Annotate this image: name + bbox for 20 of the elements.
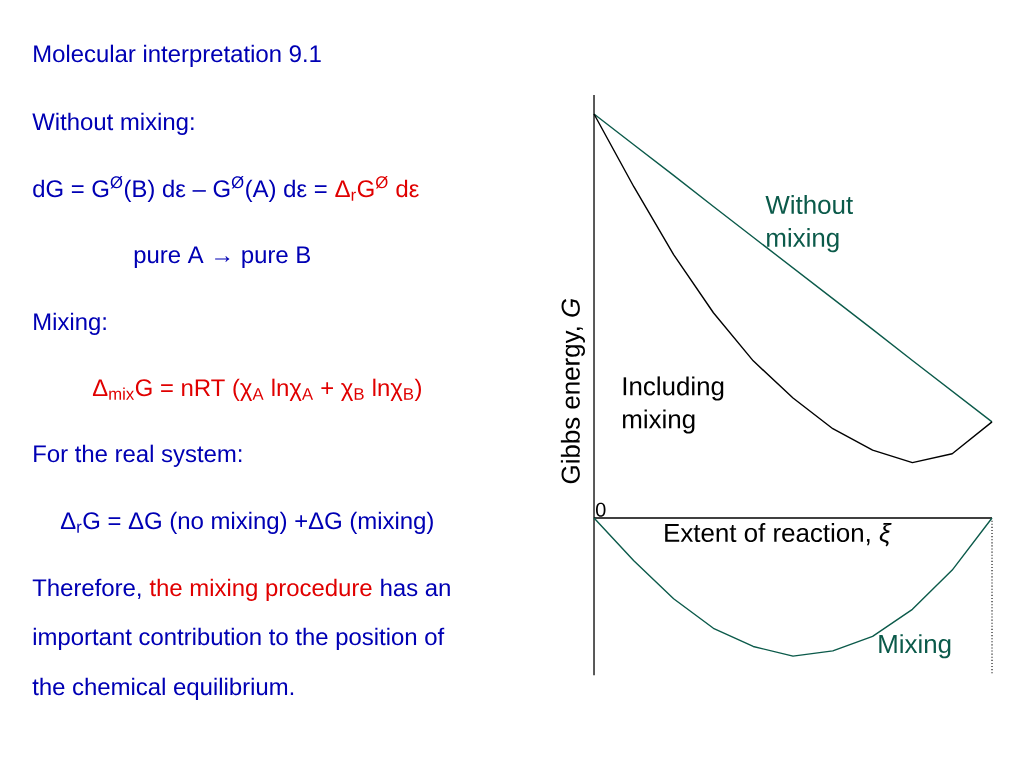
text: Δ$_{mix}$G = nRT (χ$_{A}$ lnχ$_{A}$ + χ$_{B}$ lnχ$_{B}$) [92, 378, 421, 401]
x-axis-title: Extent of reaction, ξ [665, 523, 892, 547]
text: the mixing procedure [149, 578, 372, 601]
text: important contribution to the position of [33, 627, 445, 650]
text: Without mixing: [32, 112, 194, 135]
text: Mixing: [34, 312, 106, 335]
text: pure A → pure B [134, 246, 310, 268]
text: For the real system: [34, 444, 242, 467]
text: dG = G$^{Ø}$(B) dε – G$^{Ø}$(A) dε = [33, 176, 327, 202]
annotation: 0 [595, 502, 606, 517]
text: Δ$_{r}$G = ΔG (no mixing) +ΔG (mixing) [60, 511, 433, 534]
series-label: Mixing [879, 634, 951, 659]
text: Δ$_{r}$G$^{Ø}$ dε [335, 176, 419, 201]
text: Therefore, [32, 578, 141, 600]
text: has an [381, 578, 450, 597]
series-label: Without mixing [765, 195, 853, 253]
text: Molecular interpretation 9.1 [34, 44, 321, 67]
series-label: Including mixing [622, 376, 724, 434]
y-axis-title: Gibbs energy, G [560, 298, 585, 484]
text: the chemical equilibrium. [32, 677, 294, 700]
